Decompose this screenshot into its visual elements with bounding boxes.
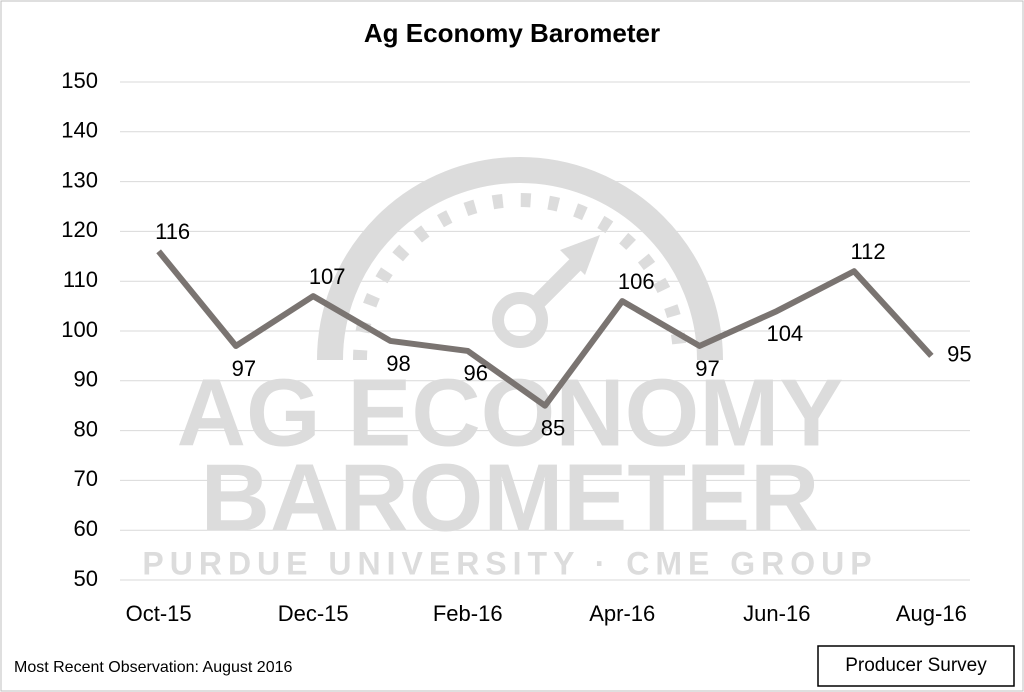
y-tick-label: 140 — [61, 118, 98, 143]
y-tick-label: 70 — [74, 466, 98, 491]
watermark-text: BAROMETER — [201, 444, 820, 551]
data-label: 106 — [618, 269, 655, 294]
data-label: 112 — [851, 239, 886, 264]
y-tick-label: 60 — [74, 516, 98, 541]
data-label: 97 — [232, 356, 256, 381]
y-tick-label: 130 — [61, 167, 98, 192]
x-tick-label: Jun-16 — [743, 601, 810, 626]
source-label: Producer Survey — [845, 655, 987, 676]
footnote: Most Recent Observation: August 2016 — [14, 659, 292, 676]
x-tick-label: Dec-15 — [278, 601, 349, 626]
data-label: 116 — [155, 219, 190, 244]
y-tick-label: 50 — [74, 566, 98, 591]
data-label: 96 — [463, 361, 487, 386]
x-tick-label: Feb-16 — [433, 601, 503, 626]
y-tick-label: 80 — [74, 416, 98, 441]
x-tick-label: Apr-16 — [589, 601, 655, 626]
chart-title: Ag Economy Barometer — [364, 18, 660, 48]
y-tick-label: 110 — [63, 267, 98, 292]
y-tick-label: 150 — [61, 68, 98, 93]
watermark-gauge — [317, 157, 723, 361]
y-tick-label: 90 — [74, 367, 98, 392]
data-label: 107 — [309, 264, 346, 289]
y-tick-label: 120 — [61, 217, 98, 242]
x-tick-label: Aug-16 — [896, 601, 967, 626]
data-label: 104 — [766, 321, 803, 346]
watermark-text: PURDUE UNIVERSITY · CME GROUP — [142, 545, 877, 581]
x-tick-label: Oct-15 — [126, 601, 192, 626]
data-label: 85 — [541, 416, 565, 441]
data-line — [156, 249, 934, 409]
data-label: 97 — [695, 356, 719, 381]
y-tick-label: 100 — [61, 317, 98, 342]
data-label: 98 — [386, 351, 410, 376]
data-label: 95 — [947, 342, 971, 367]
source-box — [817, 645, 1015, 687]
watermark-text: AG ECONOMY — [177, 359, 844, 466]
